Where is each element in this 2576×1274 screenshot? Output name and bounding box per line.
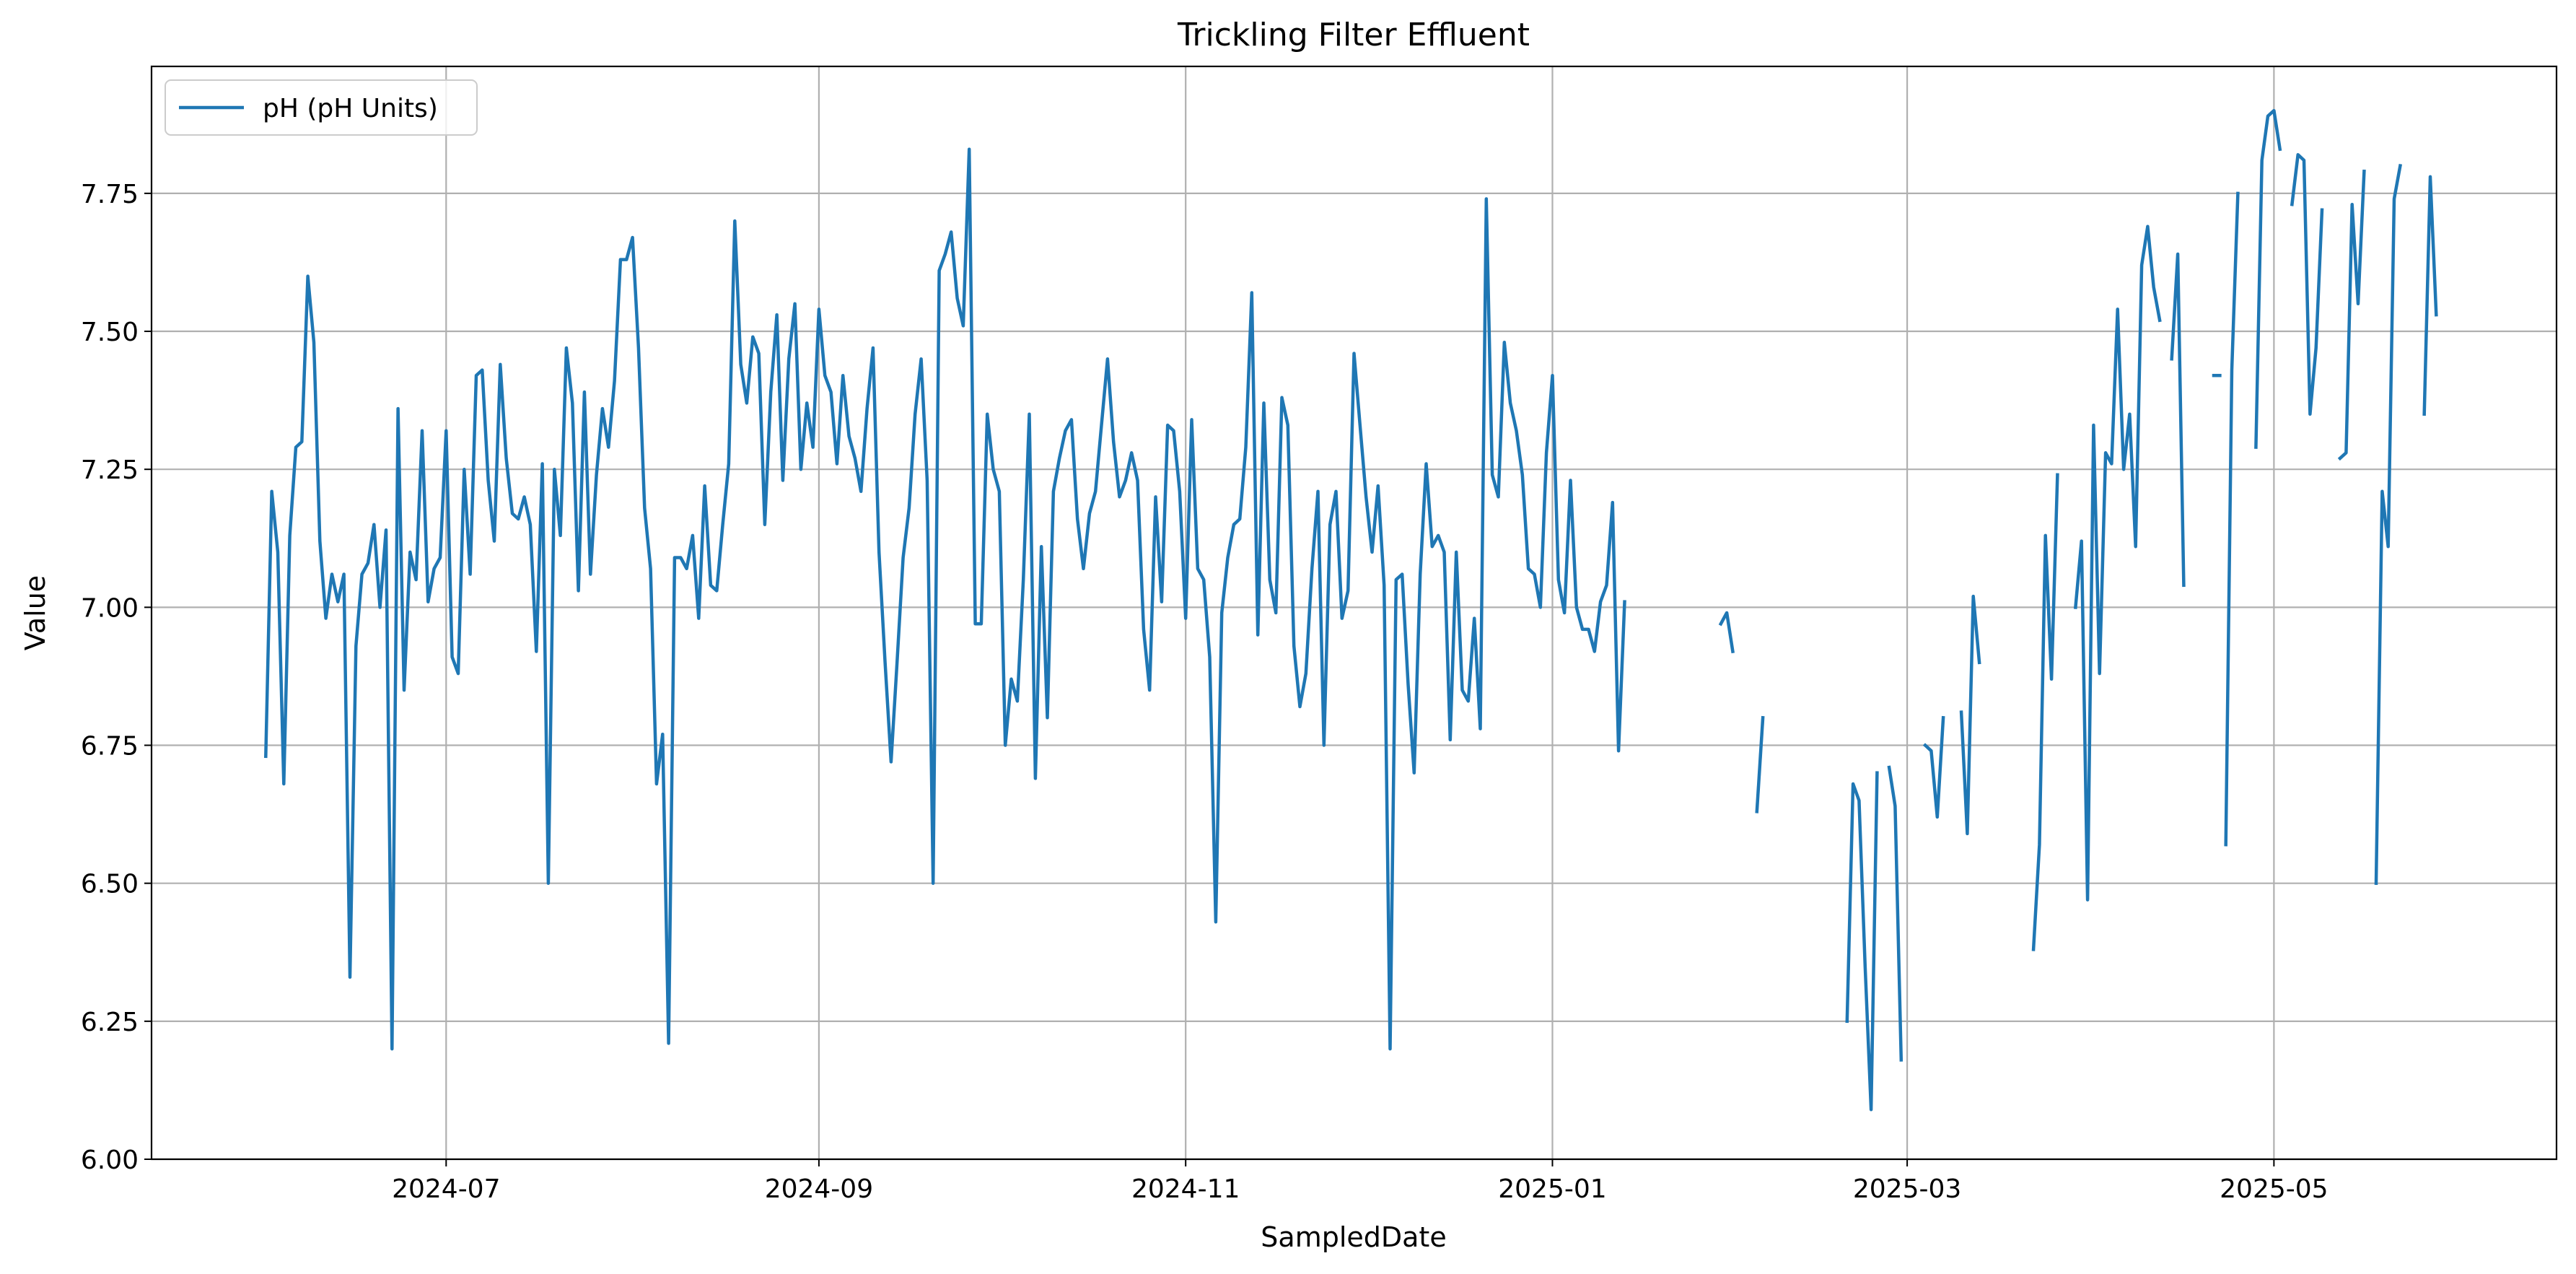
- series-line-segment: [2254, 108, 2282, 449]
- legend-label: pH (pH Units): [263, 94, 438, 123]
- x-axis-label: SampledDate: [1261, 1221, 1446, 1253]
- x-tick-label: 2025-01: [1498, 1174, 1606, 1204]
- series-line-segment: [2337, 169, 2366, 461]
- series-line-segment: [263, 147, 1626, 1051]
- y-tick-label: 6.75: [81, 732, 139, 762]
- legend: pH (pH Units): [165, 79, 478, 136]
- data-series: [263, 108, 2438, 1112]
- axis-ticks: 6.00 6.25 6.50 6.75 7.00 7.25 7.50 7.75 2024-07 2…: [81, 180, 2329, 1204]
- series-line-segment: [1887, 765, 1903, 1062]
- y-tick-label: 6.00: [81, 1146, 139, 1175]
- series-line-segment: [1718, 611, 1735, 654]
- y-tick-label: 7.50: [81, 318, 139, 347]
- series-line-segment: [2073, 224, 2162, 902]
- y-tick-label: 6.25: [81, 1008, 139, 1037]
- x-tick-label: 2024-07: [392, 1174, 500, 1204]
- series-line-segment: [2374, 163, 2403, 885]
- x-tick-label: 2024-11: [1131, 1174, 1240, 1204]
- y-tick-label: 7.75: [81, 180, 139, 209]
- x-tick-label: 2025-03: [1853, 1174, 1961, 1204]
- series-line-segment: [2290, 153, 2324, 416]
- series-line-segment: [2170, 252, 2186, 588]
- series-line-segment: [1922, 715, 1945, 819]
- plot-frame: [150, 65, 2558, 1161]
- legend-box: [165, 79, 478, 136]
- series-line-segment: [2031, 473, 2059, 951]
- x-tick-label: 2025-05: [2220, 1174, 2328, 1204]
- y-tick-label: 7.25: [81, 455, 139, 485]
- series-line-segment: [1755, 715, 1765, 813]
- y-tick-label: 6.50: [81, 870, 139, 899]
- series-line-segment: [1959, 594, 1981, 836]
- series-line-segment: [2224, 191, 2240, 847]
- x-tick-label: 2024-09: [765, 1174, 873, 1204]
- chart-title: Trickling Filter Effluent: [1177, 17, 1530, 53]
- y-tick-label: 7.00: [81, 593, 139, 623]
- y-axis-label: Value: [19, 575, 51, 650]
- series-line-segment: [2422, 175, 2438, 416]
- series-line-segment: [1845, 771, 1879, 1112]
